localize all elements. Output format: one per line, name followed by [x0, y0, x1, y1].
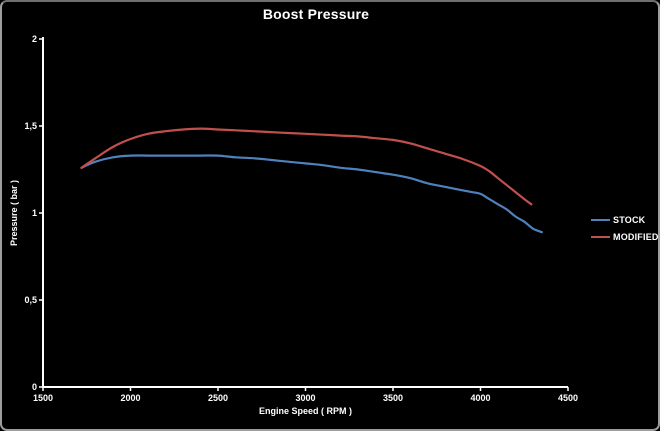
- y-tick-label: 2: [31, 34, 37, 44]
- x-tick-label: 4500: [557, 393, 579, 403]
- legend-label-stock: STOCK: [613, 215, 646, 225]
- x-tick-label: 3500: [382, 393, 404, 403]
- y-tick-label: 1: [31, 208, 37, 218]
- x-axis-title: Engine Speed ( RPM ): [258, 406, 352, 416]
- chart-title: Boost Pressure: [262, 6, 370, 22]
- legend-label-modified: MODIFIED: [613, 232, 659, 242]
- x-tick-label: 3000: [295, 393, 316, 403]
- y-axis-title: Pressure ( bar ): [9, 179, 19, 247]
- y-tick-label: 0: [31, 382, 37, 392]
- legend-item-stock: STOCK: [591, 212, 659, 228]
- series-line-stock: [80, 154, 543, 234]
- series-line-modified: [80, 127, 533, 206]
- legend-swatch-stock-line: [591, 219, 610, 221]
- x-tick-label: 2500: [207, 393, 229, 403]
- y-tick-label: 0,5: [24, 295, 37, 305]
- x-tick-label: 4000: [470, 393, 491, 403]
- y-tick-label: 1,5: [24, 121, 37, 131]
- legend-item-modified: MODIFIED: [591, 229, 659, 245]
- x-tick-label: 1500: [32, 393, 54, 403]
- x-tick-label: 2000: [120, 393, 141, 403]
- legend-swatch-modified-line: [591, 236, 610, 238]
- legend: STOCK MODIFIED: [591, 212, 659, 245]
